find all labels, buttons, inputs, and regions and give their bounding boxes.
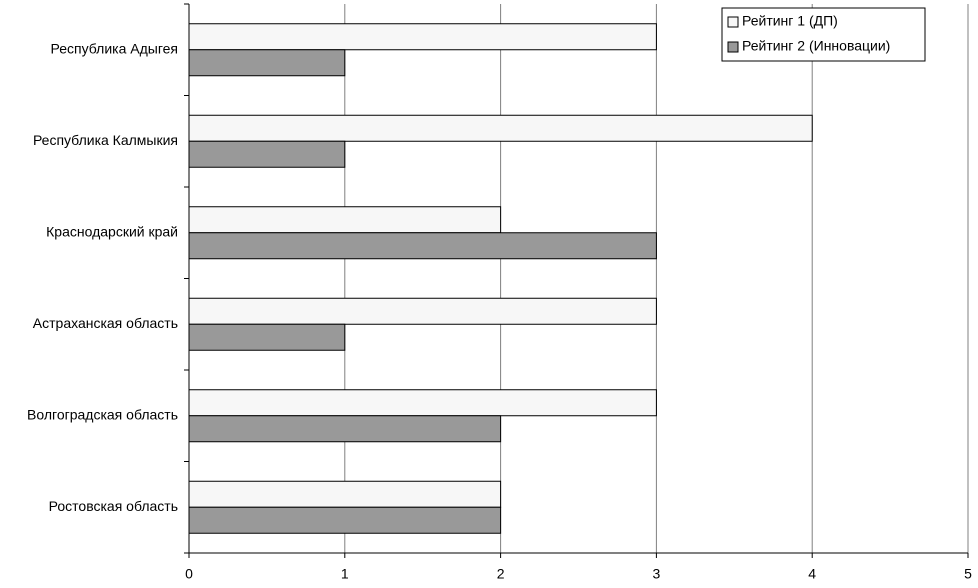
bar [188, 389, 657, 417]
x-tick-label: 1 [341, 566, 349, 582]
x-tick-label: 5 [964, 566, 972, 582]
legend-box [721, 7, 926, 62]
x-tick-label: 2 [497, 566, 505, 582]
legend-label: Рейтинг 2 (Инновации) [742, 38, 890, 54]
bar [188, 415, 502, 443]
x-tick-label: 4 [808, 566, 816, 582]
bar [188, 140, 346, 168]
y-tick-label: Волгоградская область [27, 406, 178, 422]
legend-label: Рейтинг 1 (ДП) [742, 13, 838, 29]
bar [188, 480, 502, 508]
legend-swatch [727, 16, 739, 28]
y-tick-label: Республика Адыгея [51, 40, 178, 56]
bar [188, 297, 657, 325]
y-tick-label: Астраханская область [33, 315, 178, 331]
x-tick-label: 0 [185, 566, 193, 582]
x-tick-label: 3 [653, 566, 661, 582]
legend-swatch [727, 41, 739, 53]
bar [188, 49, 346, 77]
y-tick-label: Ростовская область [49, 498, 178, 514]
y-tick-label: Краснодарский край [46, 223, 178, 239]
bar [188, 506, 502, 534]
bar [188, 23, 657, 51]
y-tick-label: Республика Калмыкия [33, 132, 178, 148]
bar [188, 323, 346, 351]
bar [188, 232, 657, 260]
bar [188, 206, 502, 234]
bar [188, 114, 813, 142]
